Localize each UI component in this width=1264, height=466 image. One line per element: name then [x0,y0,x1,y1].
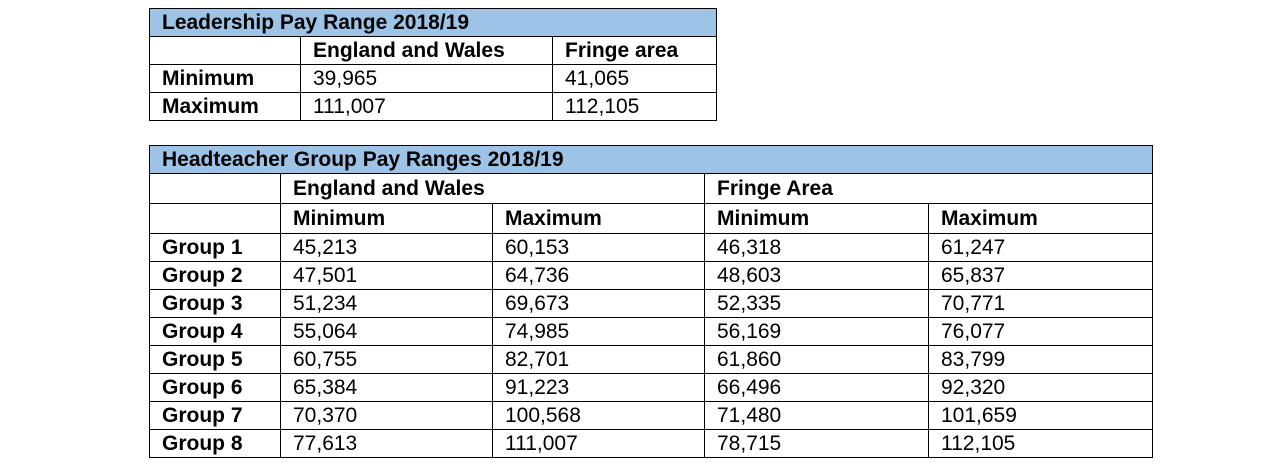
ew-maximum: 82,701 [492,345,705,374]
group-label: Group 6 [149,373,281,402]
ew-minimum: 47,501 [280,261,493,290]
group-label: Group 3 [149,289,281,318]
table-row: Group 1 45,213 60,153 46,318 61,247 [149,233,1153,262]
ew-maximum: 100,568 [492,401,705,430]
fringe-maximum: 70,771 [928,289,1153,318]
subheader-ew-maximum: Maximum [492,203,705,234]
table-row: Group 4 55,064 74,985 56,169 76,077 [149,317,1153,346]
group-label: Group 4 [149,317,281,346]
fringe-minimum: 48,603 [704,261,929,290]
fringe-minimum: 66,496 [704,373,929,402]
header-england-wales: England and Wales [280,173,705,204]
empty-cell [149,173,281,204]
fringe-minimum: 46,318 [704,233,929,262]
headteacher-table-title: Headteacher Group Pay Ranges 2018/19 [149,145,1153,174]
fringe-maximum: 101,659 [928,401,1153,430]
fringe-maximum: 112,105 [928,429,1153,458]
leadership-table-title: Leadership Pay Range 2018/19 [148,8,718,37]
ew-minimum: 55,064 [280,317,493,346]
ew-maximum: 74,985 [492,317,705,346]
ew-minimum: 45,213 [280,233,493,262]
fringe-minimum: 52,335 [704,289,929,318]
empty-cell [149,203,281,234]
fringe-minimum: 56,169 [704,317,929,346]
ew-value: 111,007 [300,92,553,121]
group-label: Group 7 [149,401,281,430]
subheader-fringe-maximum: Maximum [928,203,1153,234]
group-label: Group 5 [149,345,281,374]
header-fringe-area: Fringe Area [704,173,1153,204]
fringe-minimum: 61,860 [704,345,929,374]
leadership-pay-table: Leadership Pay Range 2018/19 England and… [148,8,718,121]
subheader-fringe-minimum: Minimum [704,203,929,234]
ew-minimum: 77,613 [280,429,493,458]
empty-cell [149,36,301,65]
ew-minimum: 51,234 [280,289,493,318]
table-row: Group 8 77,613 111,007 78,715 112,105 [149,429,1153,458]
ew-value: 39,965 [300,64,553,93]
table-row: Maximum 111,007 112,105 [149,92,718,121]
fringe-value: 41,065 [551,64,718,93]
fringe-minimum: 78,715 [704,429,929,458]
table-row: Group 5 60,755 82,701 61,860 83,799 [149,345,1153,374]
ew-maximum: 69,673 [492,289,705,318]
subheader-ew-minimum: Minimum [280,203,493,234]
fringe-maximum: 76,077 [928,317,1153,346]
table-row: Group 3 51,234 69,673 52,335 70,771 [149,289,1153,318]
table-row: Group 7 70,370 100,568 71,480 101,659 [149,401,1153,430]
table-row: Group 2 47,501 64,736 48,603 65,837 [149,261,1153,290]
ew-minimum: 65,384 [280,373,493,402]
fringe-maximum: 65,837 [928,261,1153,290]
table-row: Group 6 65,384 91,223 66,496 92,320 [149,373,1153,402]
fringe-minimum: 71,480 [704,401,929,430]
col-header-fringe: Fringe area [551,36,718,65]
group-label: Group 1 [149,233,281,262]
group-label: Group 8 [149,429,281,458]
headteacher-pay-table: Headteacher Group Pay Ranges 2018/19 Eng… [149,145,1153,458]
row-label: Minimum [149,64,301,93]
col-header-england-wales: England and Wales [300,36,553,65]
ew-minimum: 70,370 [280,401,493,430]
ew-maximum: 111,007 [492,429,705,458]
ew-maximum: 91,223 [492,373,705,402]
ew-maximum: 60,153 [492,233,705,262]
ew-maximum: 64,736 [492,261,705,290]
fringe-maximum: 61,247 [928,233,1153,262]
fringe-maximum: 92,320 [928,373,1153,402]
row-label: Maximum [149,92,301,121]
table-row: Minimum 39,965 41,065 [149,64,718,93]
fringe-maximum: 83,799 [928,345,1153,374]
fringe-value: 112,105 [551,92,718,121]
ew-minimum: 60,755 [280,345,493,374]
group-label: Group 2 [149,261,281,290]
